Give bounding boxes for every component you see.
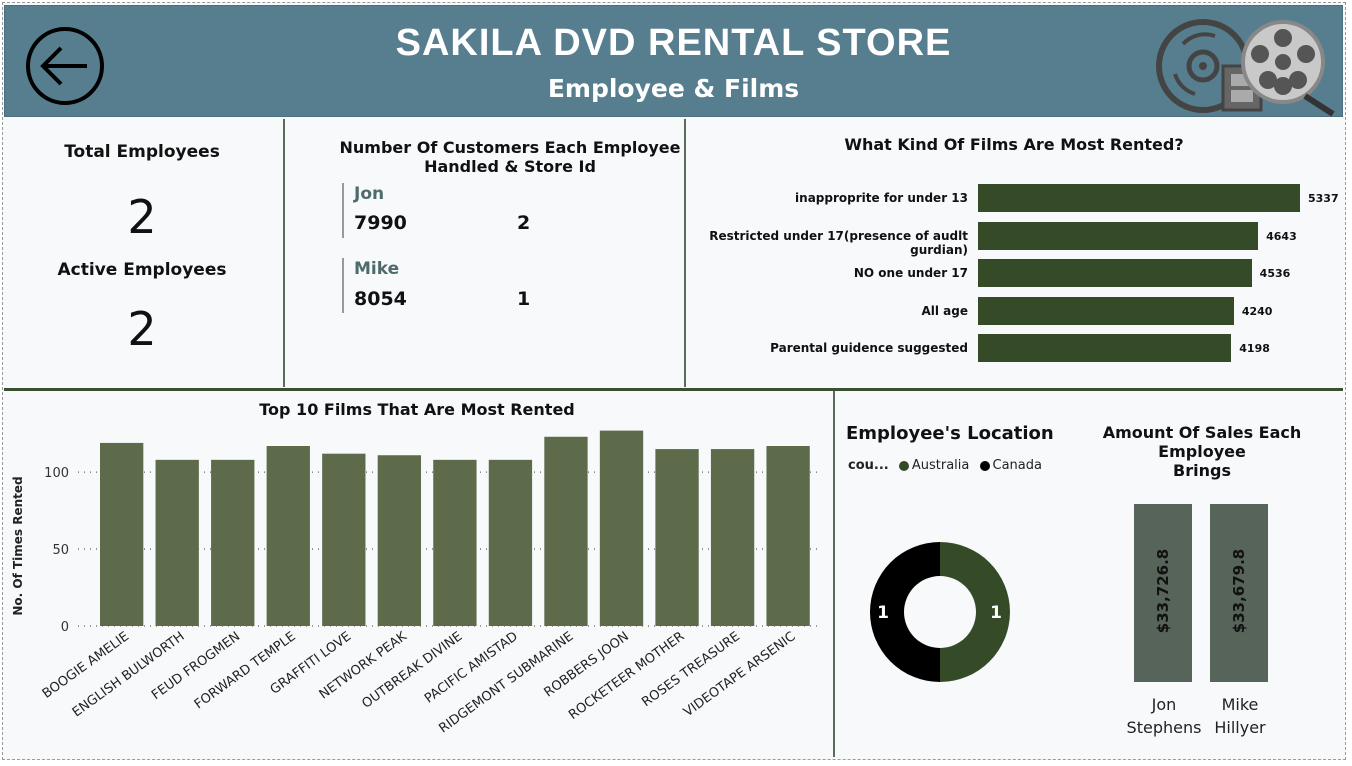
film-bar[interactable] <box>766 446 810 626</box>
rating-label: inapproprite for under 13 <box>795 191 968 205</box>
film-bar[interactable] <box>710 449 755 626</box>
customers-card-title: Number Of Customers Each Employee Handle… <box>300 138 720 176</box>
film-bar[interactable] <box>655 449 699 626</box>
employee-card-accent <box>342 258 344 313</box>
arrow-left-circle-icon <box>26 27 104 105</box>
sales-value-mike: $33,679.8 <box>1230 548 1248 634</box>
rating-bar[interactable] <box>978 221 1259 250</box>
legend-australia[interactable]: Australia <box>911 458 970 473</box>
rating-bar[interactable] <box>978 184 1300 212</box>
donut-slice-australia[interactable] <box>940 542 1010 682</box>
dvd-film-reel-icon <box>1155 14 1337 118</box>
legend-title: cou... <box>848 458 889 473</box>
rating-value: 4240 <box>1241 304 1273 318</box>
rating-bar[interactable] <box>978 296 1234 325</box>
rating-label: All age <box>921 303 968 318</box>
rating-value: 4643 <box>1266 229 1297 243</box>
divider <box>4 388 1343 391</box>
x-tick-label: PACIFIC AMISTAD <box>422 629 521 706</box>
location-legend: cou... Australia Canada <box>848 458 1042 473</box>
film-bar[interactable] <box>100 442 144 626</box>
x-tick-label: ROSES TREASURE <box>639 629 743 710</box>
x-tick-label: OUTBREAK DIVINE <box>359 629 465 712</box>
customers-card-title-line1: Number Of Customers Each Employee <box>339 138 681 157</box>
rating-value: 4198 <box>1239 342 1270 355</box>
film-bar[interactable] <box>211 459 255 626</box>
film-bar[interactable] <box>377 455 422 626</box>
sales-name-jon: Jon Stephens <box>1124 693 1204 739</box>
y-tick-label: 50 <box>52 543 69 558</box>
legend-canada[interactable]: Canada <box>992 458 1042 473</box>
legend-dot-canada <box>979 460 990 471</box>
back-button[interactable] <box>25 26 105 106</box>
sales-name-jon-line2: Stephens <box>1126 718 1202 737</box>
employee-card-accent <box>342 183 344 238</box>
donut-slice-canada[interactable] <box>870 542 940 682</box>
rating-bar[interactable] <box>978 259 1252 287</box>
employee-customers: 7990 <box>354 212 407 234</box>
sales-title-line2: Brings <box>1173 461 1231 480</box>
film-bar[interactable] <box>544 436 588 626</box>
donut-label-canada: 1 <box>877 603 889 623</box>
divider <box>833 391 835 757</box>
y-tick-label: 0 <box>61 620 69 635</box>
ratings-chart-title: What Kind Of Films Are Most Rented? <box>844 135 1184 154</box>
y-tick-label: 100 <box>44 466 69 481</box>
employee-store-id: 1 <box>517 288 531 310</box>
active-employees-value: 2 <box>127 302 157 356</box>
employee-customers: 8054 <box>354 288 407 310</box>
employee-store-id: 2 <box>517 212 531 234</box>
film-bar[interactable] <box>155 459 199 626</box>
divider <box>283 119 285 387</box>
donut-label-australia: 1 <box>990 603 1002 623</box>
rating-value: 5337 <box>1308 192 1339 205</box>
header-banner: SAKILA DVD RENTAL STORE Employee & Films <box>4 5 1343 117</box>
divider <box>684 119 686 387</box>
active-employees-label: Active Employees <box>57 260 227 280</box>
sales-name-mike-line1: Mike <box>1221 695 1259 714</box>
y-axis-title: No. Of Times Rented <box>11 476 25 615</box>
film-bar[interactable] <box>599 430 644 626</box>
sales-value-jon: $33,726.8 <box>1154 548 1172 634</box>
rating-value: 4536 <box>1259 267 1291 280</box>
top-films-chart-title: Top 10 Films That Are Most Rented <box>259 400 575 419</box>
location-chart-title: Employee's Location <box>846 423 1054 444</box>
film-bar[interactable] <box>488 459 533 626</box>
total-employees-value: 2 <box>127 190 157 244</box>
legend-dot-australia <box>898 460 909 471</box>
page-title: SAKILA DVD RENTAL STORE <box>395 22 952 64</box>
film-bar[interactable] <box>433 459 477 626</box>
film-bar[interactable] <box>266 446 310 626</box>
employee-name: Jon <box>354 184 385 204</box>
rating-bar[interactable] <box>978 334 1232 362</box>
customers-card-title-line2: Handled & Store Id <box>424 157 596 176</box>
total-employees-label: Total Employees <box>64 142 220 162</box>
location-donut: 1 1 <box>870 542 1010 682</box>
rating-label: NO one under 17 <box>853 266 968 280</box>
page-subtitle: Employee & Films <box>547 74 800 103</box>
sales-chart-title: Amount Of Sales Each Employee Brings <box>1062 423 1342 480</box>
sales-title-line1: Amount Of Sales Each Employee <box>1102 423 1302 461</box>
employee-name: Mike <box>354 259 400 279</box>
sales-bar-mike[interactable] <box>1210 504 1268 682</box>
sales-name-mike-line2: Hillyer <box>1214 718 1266 737</box>
sales-name-mike: Mike Hillyer <box>1200 693 1280 739</box>
sales-bar-jon[interactable] <box>1134 504 1192 682</box>
film-bar[interactable] <box>322 453 366 626</box>
x-tick-label: FORWARD TEMPLE <box>192 629 299 712</box>
rating-label: Restricted under 17(presence of audlt gu… <box>709 228 968 257</box>
sales-name-jon-line1: Jon <box>1151 695 1177 714</box>
rating-label: Parental guidence suggested <box>770 341 968 355</box>
